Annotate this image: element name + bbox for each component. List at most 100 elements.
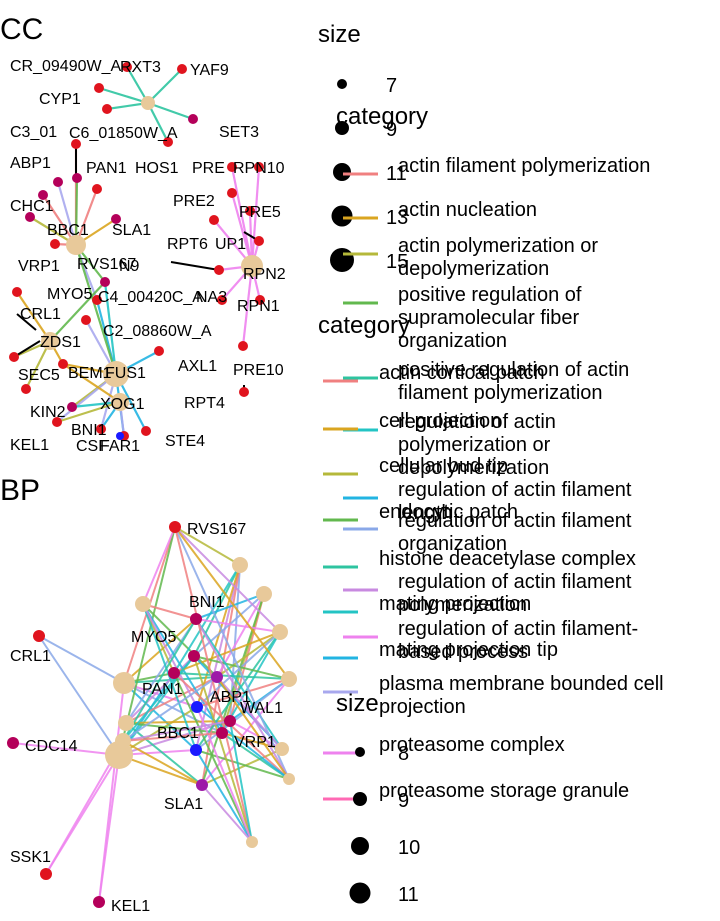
cc-node-bb xyxy=(116,432,124,440)
cc-node-c3-01 xyxy=(71,139,81,149)
cc-label-myo5: MYO5 xyxy=(47,286,92,303)
cc-node-rpt4 xyxy=(239,387,249,397)
cc-node-pre2 xyxy=(227,188,237,198)
cc_category-legend-label-3: endocytic patch xyxy=(379,501,518,523)
cc-node-kin2 xyxy=(21,384,31,394)
cc-label-abp1: ABP1 xyxy=(10,155,51,172)
cc-node-crl1 xyxy=(12,287,22,297)
cc-label-kin2: KIN2 xyxy=(30,404,66,421)
cc-label-sec5: SEC5 xyxy=(18,367,60,384)
bp-edge-48 xyxy=(193,655,290,680)
cc-node-n9 xyxy=(214,265,224,275)
bp-category-node-h1 xyxy=(113,672,135,694)
bp-edge-59 xyxy=(201,748,283,786)
bp-edge-29 xyxy=(173,564,241,674)
cc-label-cyp1: CYP1 xyxy=(39,91,81,108)
bp_category-legend-label-4: positive regulation of actin filament pol… xyxy=(398,359,629,404)
cc-node-c6-01850w-a xyxy=(163,137,173,147)
cc-node-myo5 xyxy=(100,277,110,287)
bp-label-abp1: ABP1 xyxy=(210,689,251,706)
bp-edge-78 xyxy=(122,732,223,742)
cc-node-xog1 xyxy=(111,393,129,411)
bp-category-node-h9 xyxy=(275,742,289,756)
cc-label-kel1: KEL1 xyxy=(10,437,49,454)
cc_category-legend-label-0: actin cortical patch xyxy=(379,362,545,384)
bp-edge-79 xyxy=(122,740,203,786)
cc-node-rpn10 xyxy=(254,162,264,172)
cc-node-c2-08860w-a xyxy=(81,315,91,325)
bp_category-legend-label-0: actin filament polymerization xyxy=(398,155,650,177)
cc-node-rpn1 xyxy=(255,295,265,305)
cc-edge-26 xyxy=(103,281,118,375)
bp-edge-20 xyxy=(142,526,176,605)
bp-node-abp1 xyxy=(211,671,223,683)
bp-label-bni1: BNI1 xyxy=(189,594,225,611)
cc-label-rpn1: RPN1 xyxy=(237,298,280,315)
bp_size-legend-label-3: 11 xyxy=(398,884,419,906)
cc-node-bem1 xyxy=(58,359,68,369)
bp-category-node-h4 xyxy=(135,596,151,612)
bp-edge-71 xyxy=(195,749,253,843)
bp-edge-49 xyxy=(173,672,290,680)
cc-node-hos1 xyxy=(92,184,102,194)
bp-edge-21 xyxy=(142,603,197,620)
bp_category-legend-label-7: regulation of actin filament organization xyxy=(398,510,632,555)
bp-edge-41 xyxy=(195,618,281,633)
bp-label-crl1: CRL1 xyxy=(10,648,51,665)
cc-edge-37 xyxy=(16,291,51,342)
cc-node-rxt3 xyxy=(122,62,132,72)
cc-node-bbc1 xyxy=(66,235,86,255)
cc-node-kel1 xyxy=(52,417,62,427)
bp-edge-12 xyxy=(118,754,203,786)
cc_size-legend-dot-1 xyxy=(335,121,349,135)
bp-edge-63 xyxy=(216,676,290,780)
cc_size-legend-label-1: 9 xyxy=(386,119,397,141)
bp-edge-23 xyxy=(142,603,218,678)
cc_size-legend-dot-2 xyxy=(333,163,351,181)
bp-node-bni1 xyxy=(190,613,202,625)
cc_category-legend-label-1: cell projection xyxy=(379,410,501,432)
cc-node-rvs167 xyxy=(50,239,60,249)
bp-category-node-h3 xyxy=(118,715,134,731)
cc-label-sla1: SLA1 xyxy=(112,222,151,239)
cc_size-legend-label-2: 11 xyxy=(386,163,407,185)
bp-edge-54 xyxy=(195,618,283,750)
cc_category-legend-title: category xyxy=(318,312,410,339)
panel-title-bp: BP xyxy=(0,474,40,507)
cc-label-bni1: BNI1 xyxy=(71,422,107,439)
bp-label-myo5: MYO5 xyxy=(131,629,176,646)
bp-edge-34 xyxy=(195,593,265,620)
cc-label-zds1: ZDS1 xyxy=(40,334,81,351)
cc-label-axl1: AXL1 xyxy=(178,358,217,375)
cc-node-fus1 xyxy=(103,361,129,387)
bp_size-legend-label-0: 8 xyxy=(398,743,409,765)
bp_size-legend-label-2: 10 xyxy=(398,837,420,859)
cc-edge-5 xyxy=(147,102,169,143)
bp-edge-26 xyxy=(142,603,198,708)
bp_category-legend-label-6: regulation of actin filament length xyxy=(398,479,632,524)
cc-node-c4-00420c-a xyxy=(92,295,102,305)
bp-category-node-h7 xyxy=(272,624,288,640)
cc-node-bni1 xyxy=(67,402,77,412)
cc-node-rpt6 xyxy=(209,215,219,225)
bp-edge-72 xyxy=(201,784,253,843)
bp_category-legend-label-9: regulation of actin filament-based proce… xyxy=(398,618,638,663)
cc-label-cr-09490w-a: CR_09490W_A xyxy=(10,58,122,75)
bp-label-wal1: WAL1 xyxy=(240,700,283,717)
bp-node-rvs167 xyxy=(169,521,181,533)
bp_category-legend-label-2: actin polymerization or depolymerization xyxy=(398,235,598,280)
bp-edge-80 xyxy=(38,635,125,684)
cc_size-legend-dot-4 xyxy=(330,248,354,272)
cc-node-csf xyxy=(96,424,106,434)
cc-label-rvs167: RVS167 xyxy=(77,256,136,273)
bp-edge-43 xyxy=(216,631,281,678)
cc-node-cyp1 xyxy=(102,104,112,114)
cc-label-na3: NA3 xyxy=(196,289,227,306)
legends: size 7 9 11 13 15 category actin filament polym… xyxy=(318,21,664,906)
cc-label-n9: N9 xyxy=(119,258,140,275)
cc-label-ste4: STE4 xyxy=(165,433,205,450)
bp_size-legend-title: size xyxy=(336,690,379,717)
cc-edge-16 xyxy=(230,166,254,267)
cc-node-chc1 xyxy=(38,190,48,200)
